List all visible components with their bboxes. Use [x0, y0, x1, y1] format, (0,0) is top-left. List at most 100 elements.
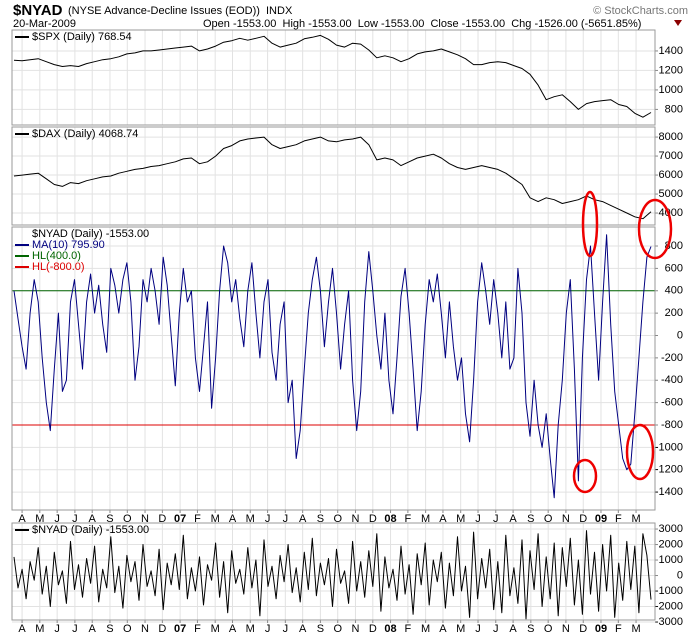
x-tick-label: J: [72, 623, 78, 635]
x-tick-label: D: [158, 623, 166, 635]
annotation-circle: [581, 190, 599, 258]
legend-label: $SPX (Daily) 768.54: [32, 31, 132, 43]
quote: Open -1553.00 High -1553.00 Low -1553.00…: [203, 18, 641, 30]
x-tick-label: M: [631, 513, 640, 525]
x-tick-label: M: [35, 623, 44, 635]
x-tick-label: A: [299, 513, 307, 525]
x-tick-label: O: [123, 513, 132, 525]
legend-label: HL(-800.0): [32, 261, 85, 273]
x-tick-label: 09: [595, 513, 607, 525]
x-tick-label: A: [229, 623, 237, 635]
y-tick-label: 1400: [659, 45, 683, 57]
down-arrow: [674, 20, 682, 26]
plot-background: [12, 227, 655, 510]
x-tick-label: N: [141, 623, 149, 635]
symbol: $NYAD: [13, 2, 63, 19]
x-tick-label: A: [89, 513, 97, 525]
y-tick-label: 6000: [659, 169, 683, 181]
x-tick-label: F: [615, 623, 622, 635]
x-tick-label: D: [369, 623, 377, 635]
x-tick-label: N: [351, 513, 359, 525]
x-tick-label: 08: [384, 513, 396, 525]
x-tick-label: J: [265, 513, 271, 525]
date: 20-Mar-2009: [13, 18, 76, 30]
x-tick-label: A: [229, 513, 237, 525]
y-tick-label: 7000: [659, 150, 683, 162]
x-tick-label: J: [265, 623, 271, 635]
panel-title: $NYAD (Daily) -1553.00: [32, 228, 149, 240]
x-tick-label: N: [562, 623, 570, 635]
x-tick-label: A: [509, 513, 517, 525]
y-tick-label: 8000: [659, 131, 683, 143]
x-tick-label: O: [333, 513, 342, 525]
y-tick-label: -1200: [655, 464, 683, 476]
y-tick-label: -2000: [655, 600, 683, 612]
x-tick-label: F: [194, 623, 201, 635]
y-tick-label: -800: [661, 419, 683, 431]
plot-frame: [11, 226, 656, 511]
x-tick-label: J: [475, 513, 481, 525]
legend-label: $NYAD (Daily) -1553.00: [32, 524, 149, 536]
annotations: [572, 190, 673, 494]
x-tick-label: A: [439, 623, 447, 635]
y-tick-label: -1000: [655, 585, 683, 597]
x-tick-label: D: [158, 513, 166, 525]
x-tick-label: N: [141, 513, 149, 525]
y-tick-label: 0: [677, 569, 683, 581]
x-tick-label: M: [456, 623, 465, 635]
x-tick-label: D: [579, 513, 587, 525]
x-tick-label: J: [72, 513, 78, 525]
x-tick-label: 07: [174, 623, 186, 635]
x-tick-label: M: [631, 623, 640, 635]
x-tick-label: F: [615, 513, 622, 525]
y-tick-label: 1200: [659, 64, 683, 76]
x-tick-label: D: [579, 623, 587, 635]
x-tick-label: 09: [595, 623, 607, 635]
x-tick-label: A: [18, 513, 26, 525]
plot-frame: [11, 29, 656, 126]
plot-frame: [11, 522, 656, 621]
annotation-circle: [572, 458, 598, 494]
y-tick-label: 4000: [659, 207, 683, 219]
y-tick-label: -400: [661, 374, 683, 386]
x-tick-label: N: [351, 623, 359, 635]
legend-label: $DAX (Daily) 4068.74: [32, 128, 138, 140]
x-tick-label: J: [493, 623, 499, 635]
x-tick-label: S: [106, 513, 113, 525]
x-tick-label: A: [439, 513, 447, 525]
x-tick-label: S: [317, 513, 324, 525]
x-tick-label: M: [246, 623, 255, 635]
legend-label: MA(10) 795.90: [32, 239, 105, 251]
x-tick-label: 08: [384, 623, 396, 635]
x-tick-label: O: [123, 623, 132, 635]
x-tick-label: O: [333, 623, 342, 635]
x-tick-label: S: [317, 623, 324, 635]
x-tick-label: A: [18, 623, 26, 635]
x-tick-label: N: [562, 513, 570, 525]
legend-label: HL(400.0): [32, 250, 81, 262]
x-tick-label: S: [106, 623, 113, 635]
x-tick-label: M: [421, 513, 430, 525]
y-tick-label: 1000: [659, 554, 683, 566]
x-tick-label: O: [544, 513, 553, 525]
x-tick-label: M: [456, 513, 465, 525]
x-tick-label: F: [194, 513, 201, 525]
y-tick-label: 3000: [659, 523, 683, 535]
plot-frame: [11, 126, 656, 226]
data-line: [13, 234, 652, 499]
x-tick-label: D: [369, 513, 377, 525]
data-line: [13, 136, 652, 220]
x-tick-label: S: [527, 513, 534, 525]
y-tick-label: 600: [665, 262, 683, 274]
y-tick-label: 1000: [659, 84, 683, 96]
x-tick-label: F: [405, 623, 412, 635]
annotation-circle: [637, 198, 673, 260]
y-tick-label: 5000: [659, 188, 683, 200]
y-tick-label: 400: [665, 285, 683, 297]
x-tick-label: J: [283, 623, 289, 635]
x-tick-label: S: [527, 623, 534, 635]
x-tick-label: J: [283, 513, 289, 525]
exchange: INDX: [266, 5, 293, 17]
y-tick-label: 2000: [659, 538, 683, 550]
